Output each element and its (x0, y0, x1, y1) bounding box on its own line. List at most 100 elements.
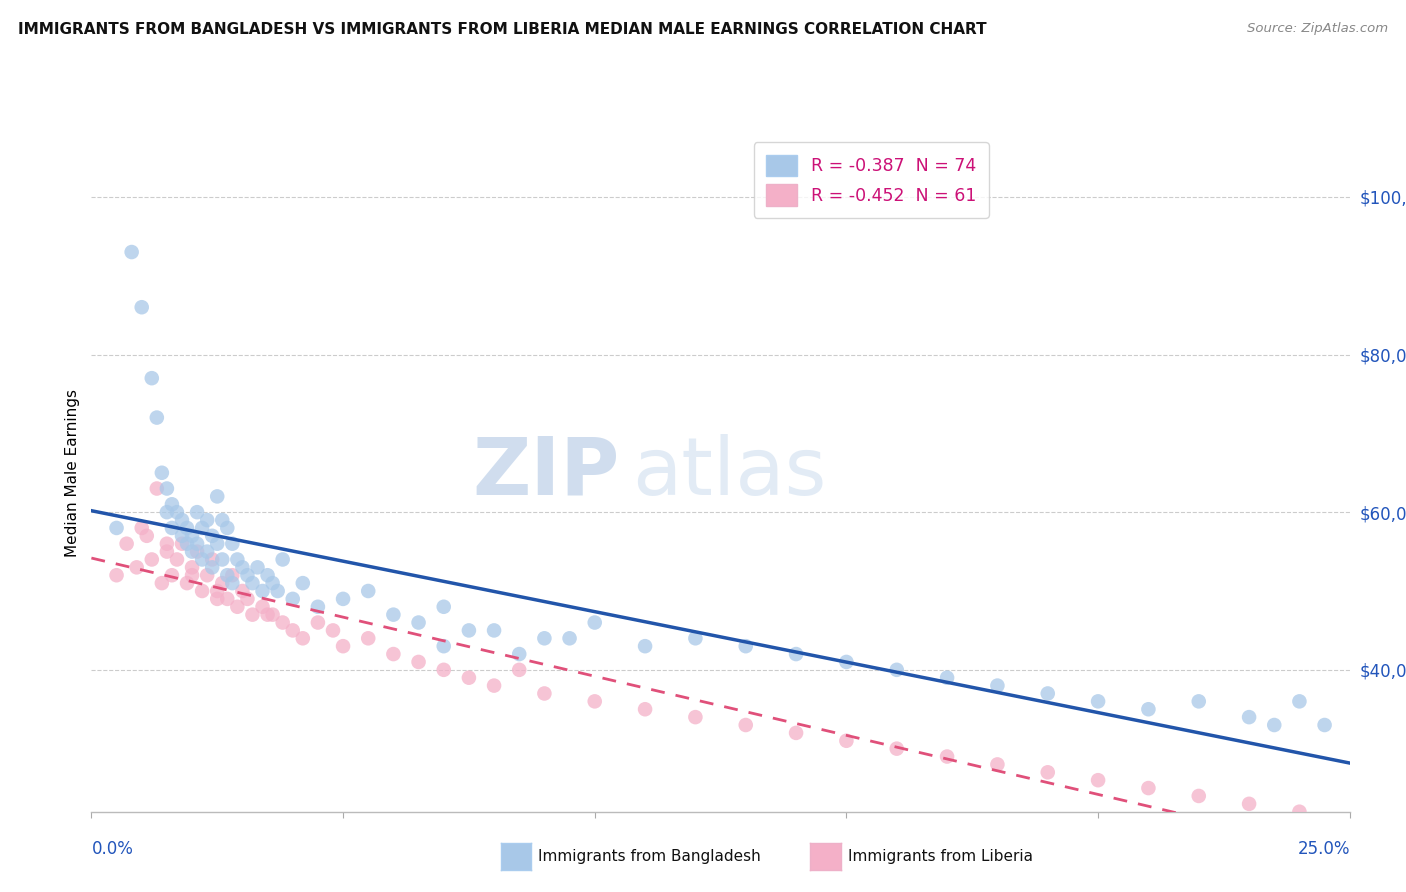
Point (785, 647, 807, 661)
Point (262, 576, 284, 591)
Point (835, 733, 858, 747)
Text: 25.0%: 25.0% (1298, 840, 1350, 858)
Point (533, 632, 555, 646)
Point (181, 529, 204, 543)
Point (156, 544, 179, 558)
Point (195, 544, 218, 558)
Point (1237, 710, 1260, 724)
Point (408, 655, 430, 669)
Point (332, 639, 354, 653)
Point (186, 537, 208, 551)
Point (634, 639, 657, 653)
Point (256, 607, 278, 622)
Point (146, 482, 169, 496)
Point (105, 521, 128, 535)
Point (191, 552, 214, 566)
Point (252, 599, 274, 614)
Point (181, 568, 204, 582)
Point (382, 647, 405, 661)
Point (508, 663, 530, 677)
Point (211, 552, 233, 566)
Point (583, 694, 606, 708)
Point (271, 552, 294, 566)
Point (1313, 718, 1336, 732)
Legend: R = -0.387  N = 74, R = -0.452  N = 61: R = -0.387 N = 74, R = -0.452 N = 61 (754, 143, 988, 218)
Point (146, 410, 169, 425)
Point (734, 718, 756, 732)
Point (170, 513, 193, 527)
Point (166, 505, 188, 519)
Point (307, 599, 329, 614)
Point (382, 607, 405, 622)
Point (266, 584, 288, 599)
Point (1036, 686, 1059, 700)
Point (242, 576, 264, 591)
Point (141, 552, 163, 566)
Point (1087, 773, 1109, 788)
Point (205, 537, 228, 551)
Point (835, 655, 858, 669)
Point (176, 521, 198, 535)
Point (205, 490, 228, 504)
Point (433, 599, 456, 614)
Point (170, 529, 193, 543)
Point (433, 639, 456, 653)
Point (221, 576, 243, 591)
Point (986, 757, 1008, 772)
Point (1137, 702, 1160, 716)
Point (160, 497, 183, 511)
Point (271, 615, 294, 630)
Point (1188, 694, 1211, 708)
Text: Immigrants from Bangladesh: Immigrants from Bangladesh (538, 849, 761, 863)
Point (166, 552, 188, 566)
Point (217, 521, 239, 535)
Point (211, 513, 233, 527)
Point (634, 702, 657, 716)
Point (131, 300, 153, 314)
Point (181, 544, 204, 558)
Point (936, 671, 959, 685)
Point (685, 632, 707, 646)
Point (195, 568, 218, 582)
Point (936, 749, 959, 764)
Point (205, 584, 228, 599)
Point (558, 632, 581, 646)
Point (150, 466, 173, 480)
Point (281, 624, 304, 638)
Point (191, 521, 214, 535)
Point (685, 710, 707, 724)
Point (217, 568, 239, 582)
Point (217, 591, 239, 606)
Text: Source: ZipAtlas.com: Source: ZipAtlas.com (1247, 22, 1388, 36)
Point (231, 560, 253, 574)
Point (156, 537, 179, 551)
Point (533, 686, 555, 700)
Point (176, 576, 198, 591)
Point (583, 615, 606, 630)
Point (105, 568, 128, 582)
Point (408, 615, 430, 630)
Text: IMMIGRANTS FROM BANGLADESH VS IMMIGRANTS FROM LIBERIA MEDIAN MALE EARNINGS CORRE: IMMIGRANTS FROM BANGLADESH VS IMMIGRANTS… (18, 22, 987, 37)
Point (1137, 780, 1160, 795)
Point (1087, 694, 1109, 708)
Point (115, 537, 138, 551)
Text: 0.0%: 0.0% (91, 840, 134, 858)
Text: atlas: atlas (633, 434, 827, 512)
Point (291, 632, 314, 646)
Point (457, 624, 479, 638)
Point (201, 552, 224, 566)
Point (201, 529, 224, 543)
Point (785, 726, 807, 740)
Point (170, 537, 193, 551)
Point (332, 591, 354, 606)
Point (1237, 797, 1260, 811)
Point (195, 513, 218, 527)
Point (1263, 718, 1285, 732)
Point (176, 537, 198, 551)
Point (246, 560, 269, 574)
Point (508, 647, 530, 661)
Point (986, 679, 1008, 693)
Point (191, 584, 214, 599)
Point (221, 537, 243, 551)
Point (262, 607, 284, 622)
